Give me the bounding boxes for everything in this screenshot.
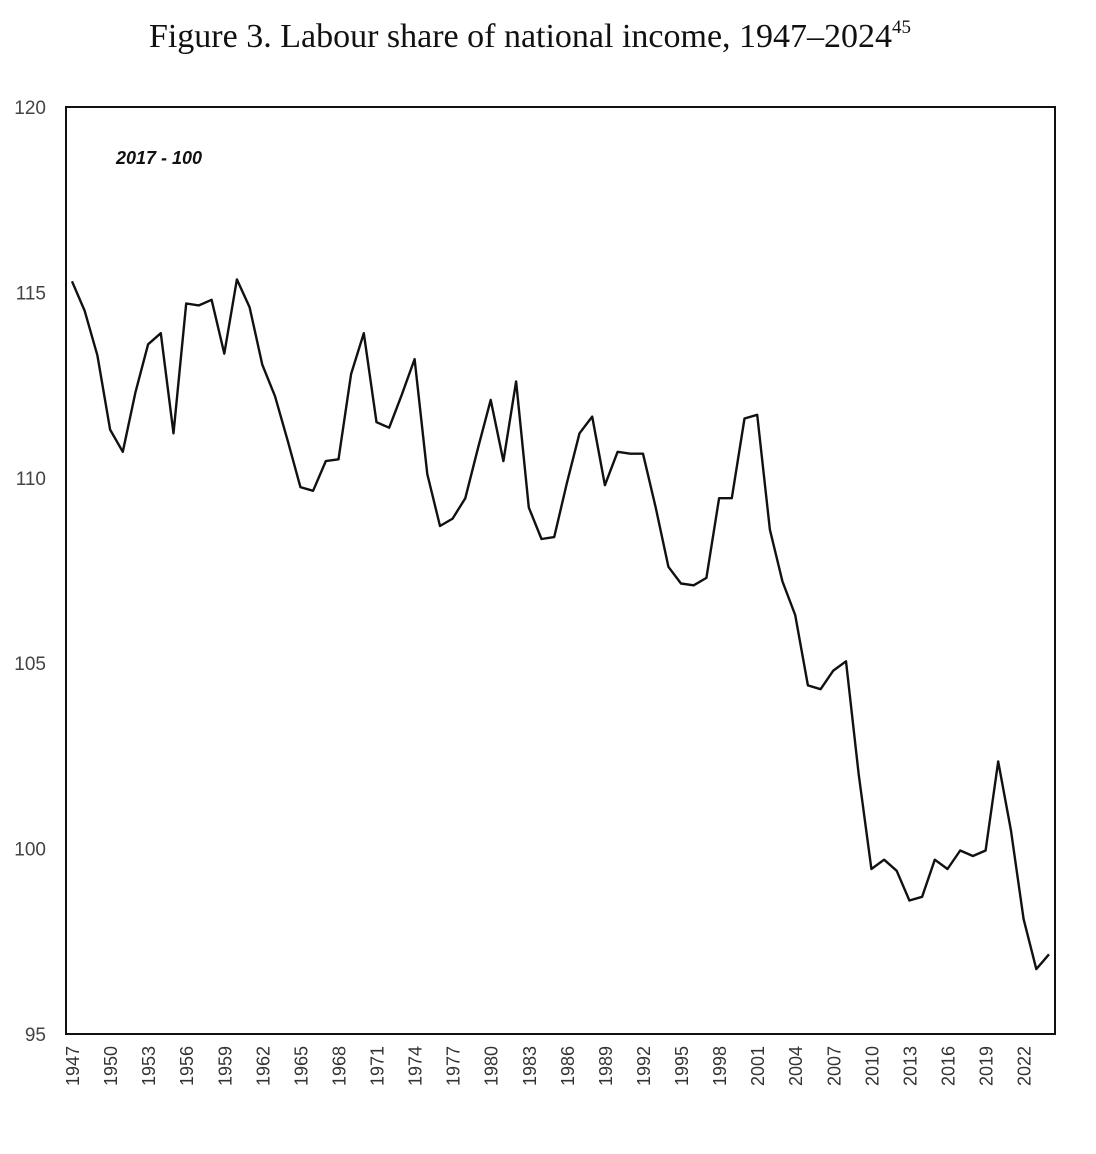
x-tick-label: 2022 [1015, 1046, 1035, 1086]
x-tick-label: 1977 [444, 1046, 464, 1086]
series-layer [70, 278, 1050, 971]
x-tick-label: 1962 [253, 1046, 273, 1086]
x-tick-label: 1986 [558, 1046, 578, 1086]
x-tick-label: 1953 [139, 1046, 159, 1086]
x-tick-label: 2007 [824, 1046, 844, 1086]
y-tick-label: 115 [16, 283, 46, 304]
x-tick-label: 2004 [786, 1046, 806, 1086]
x-tick-label: 1998 [710, 1046, 730, 1086]
x-tick-label: 1992 [634, 1046, 654, 1086]
y-tick-label: 110 [16, 469, 46, 490]
x-tick-label: 1983 [520, 1046, 540, 1086]
x-axis-ticks: 1947 1950 1953 1956 1959 1962 1965 1968 1971 1974… [63, 1046, 1035, 1086]
x-tick-label: 1995 [672, 1046, 692, 1086]
chart-title-text: Figure 3. Labour share of national incom… [148, 18, 893, 55]
x-tick-label: 1959 [215, 1046, 235, 1086]
y-tick-label: 120 [14, 98, 46, 119]
x-tick-label: 1968 [329, 1046, 349, 1086]
x-tick-label: 2010 [862, 1046, 882, 1086]
x-tick-label: 1971 [368, 1046, 388, 1086]
x-tick-label: 1947 [63, 1046, 83, 1086]
x-tick-label: 1980 [482, 1046, 502, 1086]
y-axis-ticks: 95 100 105 110 115 120 [14, 98, 46, 1046]
title-footnote: 45 [892, 16, 912, 38]
plot-area-border [65, 106, 1056, 1035]
x-tick-label: 2016 [938, 1046, 958, 1086]
series-line [70, 278, 1050, 971]
x-tick-label: 1974 [406, 1046, 426, 1086]
x-tick-label: 1989 [596, 1046, 616, 1086]
chart-annotation: 2017 - 100 [115, 148, 202, 168]
x-tick-label: 1956 [177, 1046, 197, 1086]
x-tick-label: 2013 [900, 1046, 920, 1086]
y-tick-label: 100 [14, 840, 46, 861]
x-tick-label: 2001 [748, 1046, 768, 1086]
chart-title: Figure 3. Labour share of national incom… [0, 16, 1060, 56]
y-tick-label: 105 [14, 654, 46, 675]
x-tick-label: 1950 [101, 1046, 121, 1086]
y-tick-label: 95 [25, 1025, 46, 1046]
x-tick-label: 1965 [291, 1046, 311, 1086]
x-tick-label: 2019 [977, 1046, 997, 1086]
